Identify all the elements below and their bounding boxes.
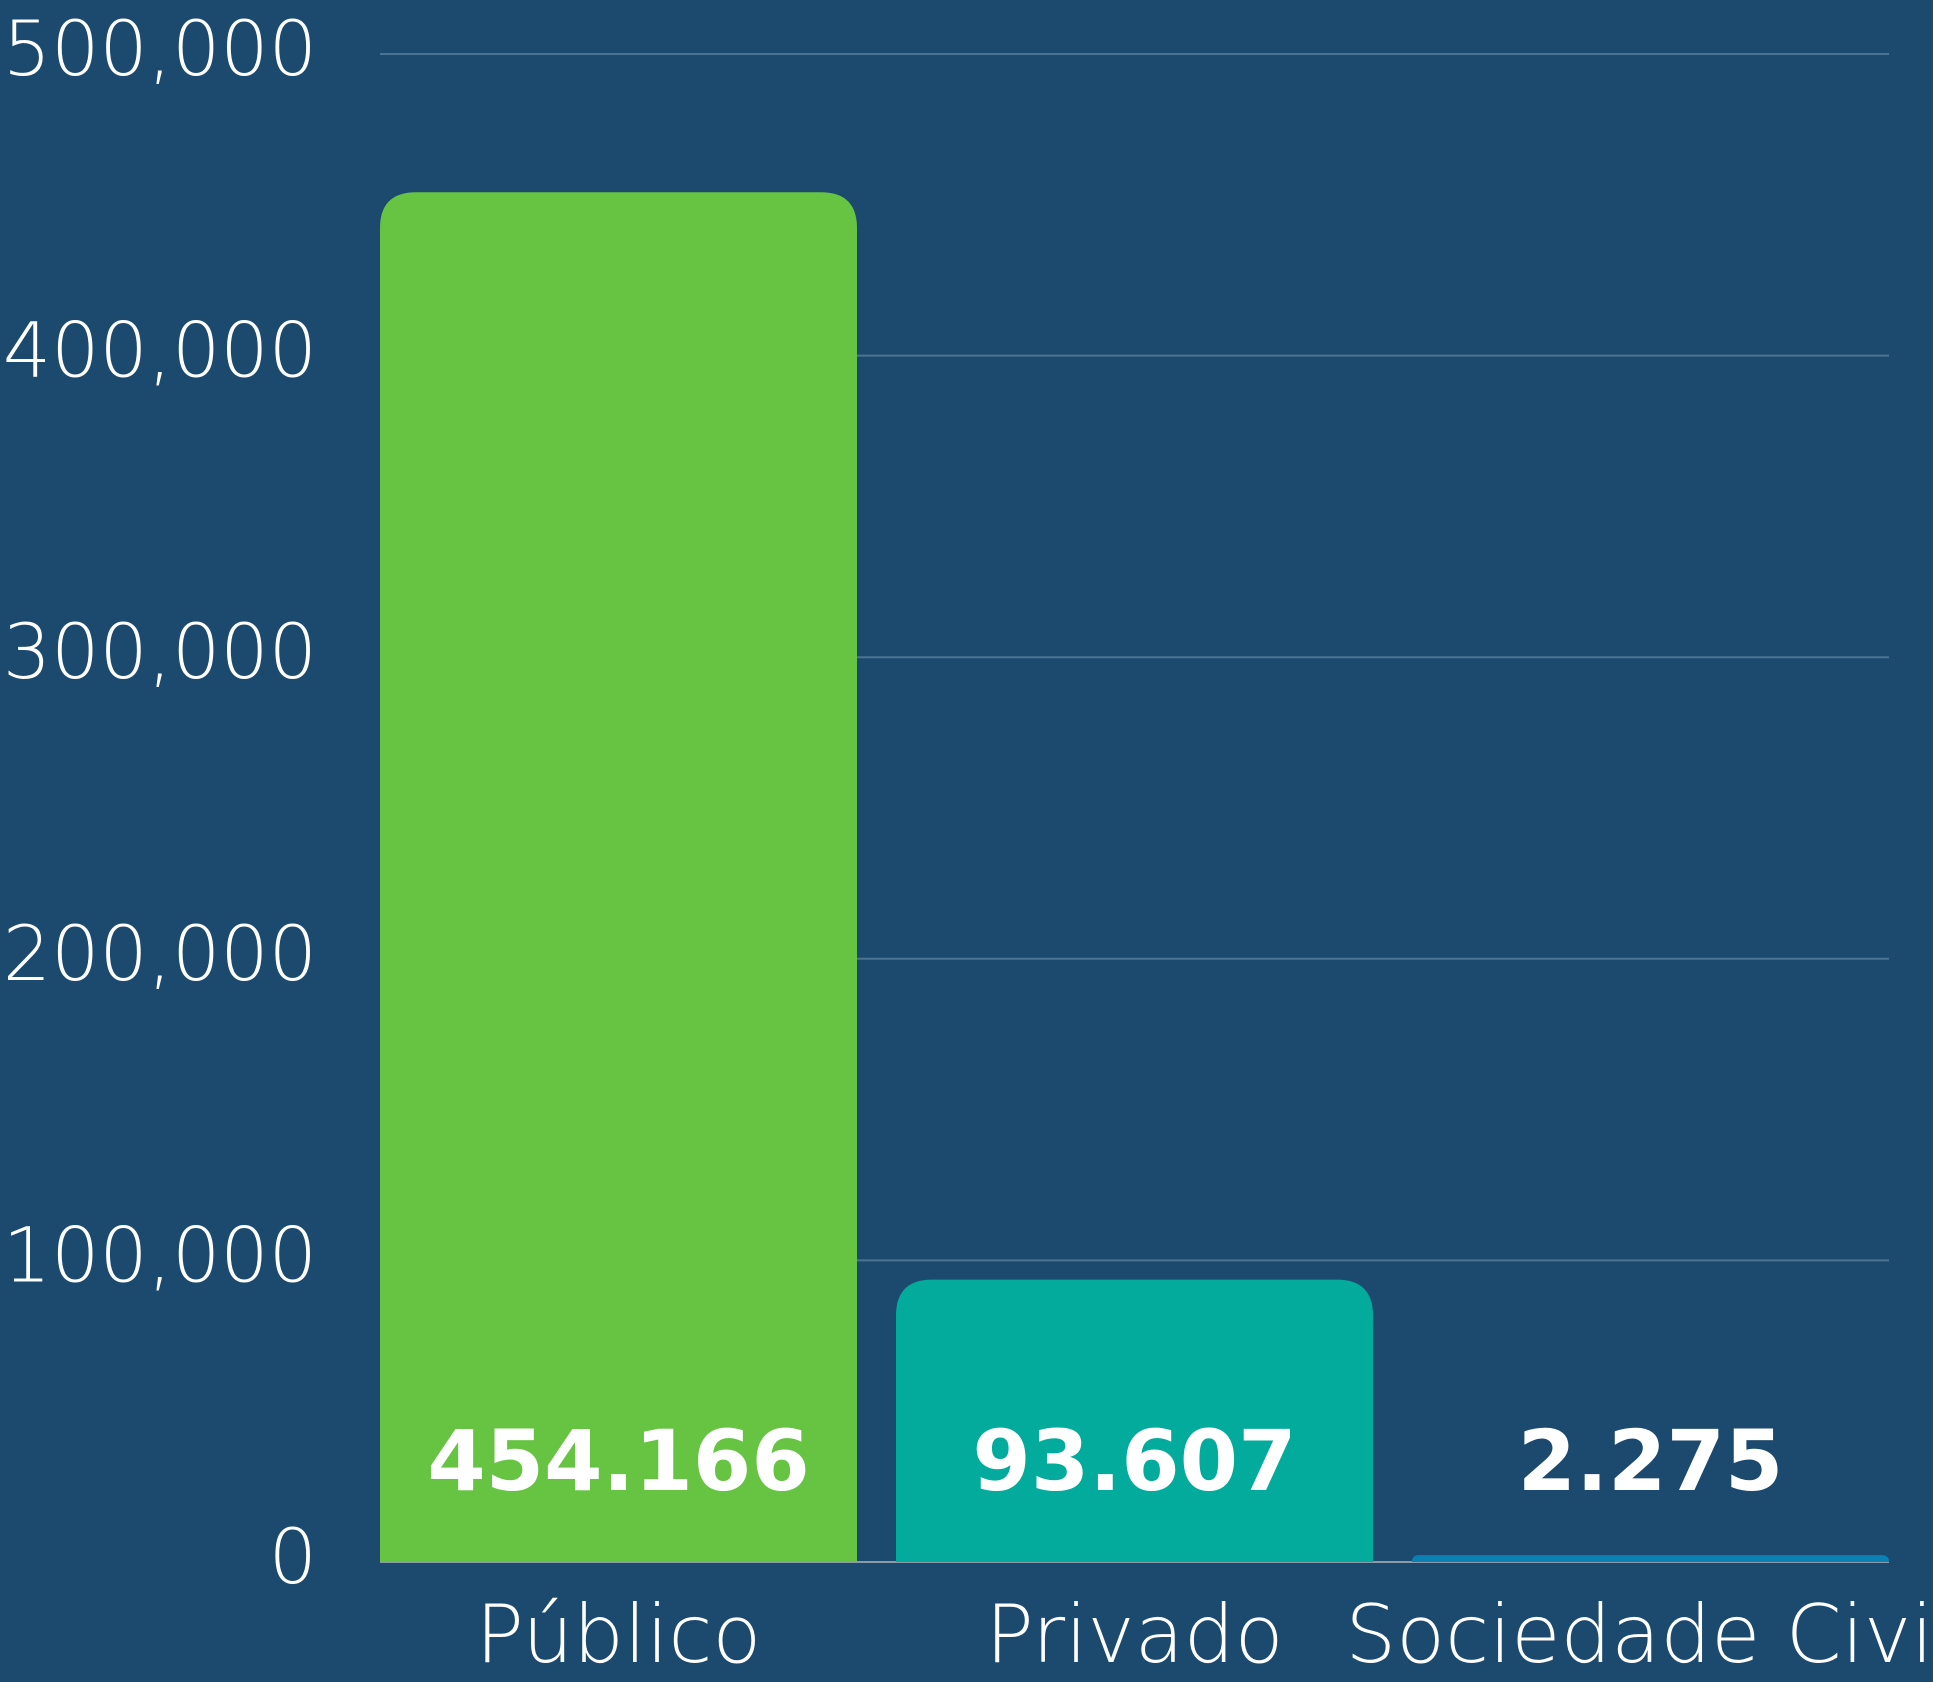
bar — [896, 1279, 1373, 1562]
x-tick-label: Sociedade Civil — [1345, 1588, 1933, 1681]
y-tick-label: 500,000 — [3, 4, 317, 93]
value-label: 454.166 — [427, 1412, 810, 1510]
y-tick-label: 200,000 — [3, 909, 317, 998]
x-tick-label: Público — [476, 1588, 762, 1681]
bar — [1412, 1555, 1889, 1562]
value-label: 93.607 — [972, 1412, 1296, 1510]
bar — [380, 192, 857, 1562]
y-tick-label: 300,000 — [3, 607, 317, 696]
x-tick-label: Privado — [985, 1588, 1283, 1681]
y-tick-label: 0 — [269, 1512, 317, 1601]
value-label: 2.275 — [1518, 1412, 1784, 1510]
y-tick-label: 400,000 — [3, 306, 317, 395]
y-tick-label: 100,000 — [3, 1210, 317, 1299]
